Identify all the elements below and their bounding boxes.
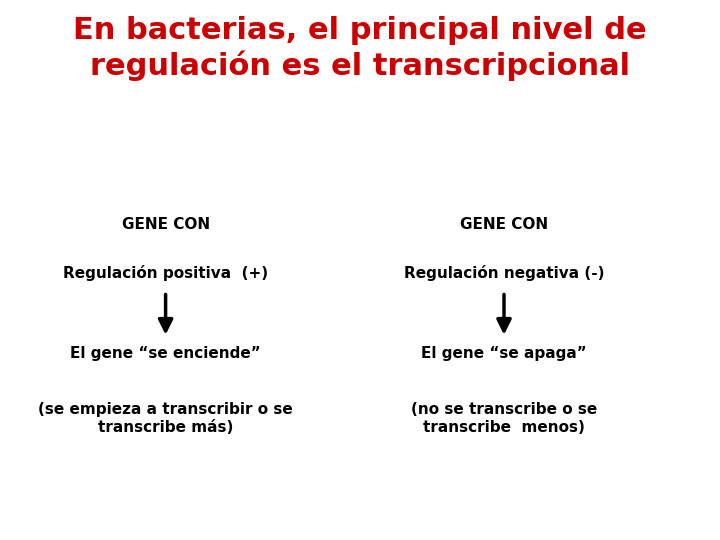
Text: El gene “se enciende”: El gene “se enciende” [71, 346, 261, 361]
Text: En bacterias, el principal nivel de
regulación es el transcripcional: En bacterias, el principal nivel de regu… [73, 16, 647, 80]
Text: Regulación negativa (-): Regulación negativa (-) [404, 265, 604, 281]
Text: Regulación positiva  (+): Regulación positiva (+) [63, 265, 268, 281]
Text: (se empieza a transcribir o se
transcribe más): (se empieza a transcribir o se transcrib… [38, 402, 293, 435]
Text: El gene “se apaga”: El gene “se apaga” [421, 346, 587, 361]
Text: GENE CON: GENE CON [122, 217, 210, 232]
Text: GENE CON: GENE CON [460, 217, 548, 232]
Text: (no se transcribe o se
transcribe  menos): (no se transcribe o se transcribe menos) [411, 402, 597, 435]
